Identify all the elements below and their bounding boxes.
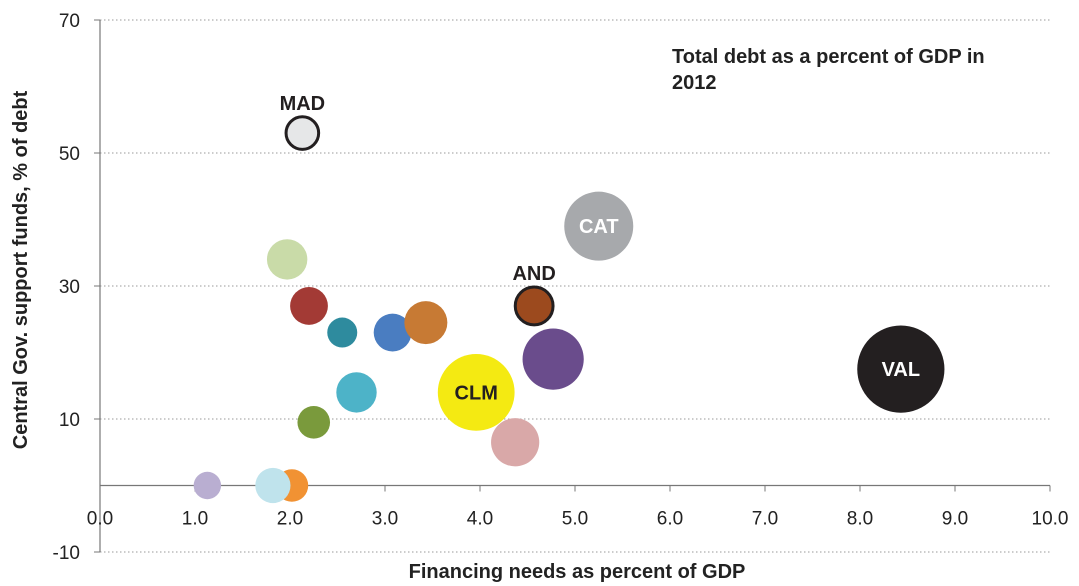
x-tick-label: 10.0: [1032, 509, 1069, 530]
bubble: [290, 287, 328, 325]
y-tick-label: -10: [53, 543, 80, 564]
bubble: [193, 471, 222, 500]
bubble-val: [857, 325, 945, 413]
annotation-line-2: 2012: [672, 72, 717, 94]
bubble: [373, 313, 412, 352]
x-tick-label: 9.0: [942, 509, 968, 530]
tick-labels: -10 10 30 50 70 0.0 1.0 2.0 3.0 4.0 5.0 6.0 7.0 8.0 9.…: [53, 11, 1069, 564]
bubble: [491, 418, 540, 467]
y-tick-label: 10: [59, 410, 80, 431]
x-tick-label: 5.0: [562, 509, 588, 530]
y-tick-label: 30: [59, 277, 80, 298]
bubble-label-val: VAL: [882, 359, 921, 381]
bubble-label-and: AND: [512, 263, 555, 285]
y-axis-title: Central Gov. support funds, % of debt: [10, 90, 32, 449]
bubble: [255, 467, 291, 504]
bubble-and: [513, 285, 555, 327]
bubble: [297, 406, 331, 439]
bubble-label-cat: CAT: [579, 216, 619, 238]
grid-lines: [100, 19, 1050, 553]
x-axis-title: Financing needs as percent of GDP: [409, 561, 746, 583]
x-tick-label: 8.0: [847, 509, 873, 530]
x-tick-label: 6.0: [657, 509, 683, 530]
bubble-clm: [437, 354, 515, 431]
annotation-line-1: Total debt as a percent of GDP in: [672, 46, 985, 68]
x-tick-label: 3.0: [372, 509, 398, 530]
size-legend-annotation: Total debt as a percent of GDP in 2012: [672, 44, 1052, 96]
bubble: [327, 317, 358, 348]
bubble-label-clm: CLM: [455, 382, 498, 404]
x-tick-label: 0.0: [87, 509, 113, 530]
bubble: [404, 301, 448, 345]
x-tick-label: 4.0: [467, 509, 493, 530]
bubble-cat: [564, 191, 634, 261]
bubble: [522, 328, 584, 390]
bubble: [336, 372, 377, 413]
x-tick-label: 2.0: [277, 509, 303, 530]
y-tick-label: 70: [59, 11, 80, 32]
bubble: [266, 239, 308, 280]
bubble-labels: MAD AND CAT CLM VAL: [280, 93, 921, 405]
x-tick-label: 1.0: [182, 509, 208, 530]
bubble-mad: [284, 115, 321, 151]
x-tick-label: 7.0: [752, 509, 778, 530]
bubble-label-mad: MAD: [280, 93, 326, 115]
bubbles: [193, 115, 945, 504]
y-tick-label: 50: [59, 144, 80, 165]
axes: [99, 20, 1050, 552]
